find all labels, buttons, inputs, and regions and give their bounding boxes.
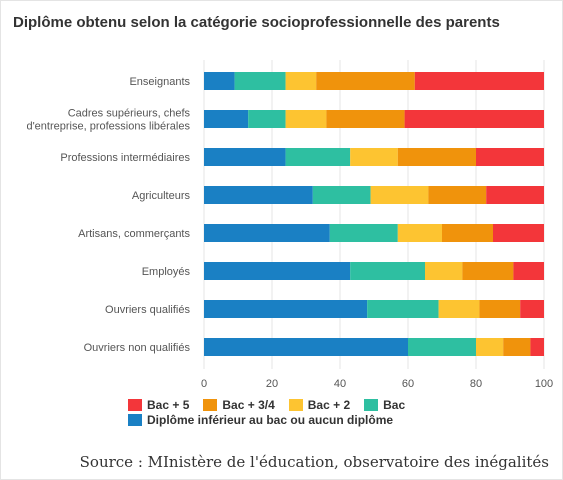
bar-segment-3-3 <box>428 186 487 204</box>
bar-segment-1-3 <box>326 110 405 128</box>
category-label-2: Professions intermédiaires <box>60 152 190 164</box>
bar-segment-7-2 <box>476 338 504 356</box>
bar-segment-1-1 <box>248 110 286 128</box>
bar-segment-1-0 <box>204 110 249 128</box>
legend-item: Bac + 2 <box>288 397 351 412</box>
legend-swatch <box>364 398 379 411</box>
category-label-line: Professions intermédiaires <box>60 152 190 164</box>
bar-segment-3-2 <box>370 186 429 204</box>
x-tick-label-0: 0 <box>201 378 207 390</box>
bar-segment-5-0 <box>204 262 351 280</box>
bar-segment-4-4 <box>493 224 544 242</box>
bar-segment-1-4 <box>404 110 544 128</box>
bar-segment-4-1 <box>329 224 398 242</box>
legend-item: Bac + 3/4 <box>203 397 275 412</box>
bar-segment-2-2 <box>350 148 398 166</box>
x-tick-label-60: 60 <box>402 378 414 390</box>
bar-segment-7-1 <box>408 338 476 356</box>
x-tick-label-80: 80 <box>470 378 482 390</box>
chart-legend: Bac + 5 Bac + 3/4 Bac + 2 Bac Diplôme inféri… <box>128 397 419 427</box>
bar-segment-5-1 <box>350 262 425 280</box>
bar-segment-6-4 <box>520 300 544 318</box>
legend-swatch <box>128 413 142 426</box>
chart-title: Diplôme obtenu selon la catégorie sociop… <box>13 14 500 31</box>
legend-item: Diplôme inférieur au bac ou aucun diplôm… <box>128 413 393 427</box>
category-label-line: Employés <box>142 266 191 278</box>
legend-row: Bac + 5 Bac + 3/4 Bac + 2 Bac <box>128 397 419 412</box>
legend-label: Bac + 3/4 <box>222 397 275 412</box>
legend-item: Bac + 5 <box>128 398 189 412</box>
legend-label: Bac + 2 <box>307 397 351 412</box>
category-label-4: Artisans, commerçants <box>78 228 190 240</box>
category-label-3: Agriculteurs <box>132 190 191 202</box>
bar-segment-7-3 <box>503 338 531 356</box>
x-tick-label-100: 100 <box>535 378 553 390</box>
bar-segment-3-4 <box>486 186 544 204</box>
category-label-6: Ouvriers qualifiés <box>105 304 190 316</box>
bar-segment-4-2 <box>397 224 442 242</box>
bar-segment-6-3 <box>479 300 521 318</box>
bar-segment-7-0 <box>204 338 408 356</box>
bar-segment-2-1 <box>285 148 351 166</box>
category-label-7: Ouvriers non qualifiés <box>84 342 191 354</box>
category-label-line: Agriculteurs <box>132 190 191 202</box>
bar-segment-6-1 <box>367 300 439 318</box>
bar-segment-0-2 <box>285 72 317 90</box>
category-label-line: Ouvriers non qualifiés <box>84 342 191 354</box>
bar-segment-5-3 <box>462 262 514 280</box>
category-label-line: Ouvriers qualifiés <box>105 304 190 316</box>
category-label-line: Enseignants <box>129 76 190 88</box>
legend-swatch <box>203 398 218 411</box>
legend-row: Diplôme inférieur au bac ou aucun diplôm… <box>128 412 419 427</box>
bar-segment-3-0 <box>204 186 313 204</box>
category-label-5: Employés <box>142 266 191 278</box>
source-note: Source : MInistère de l'éducation, obser… <box>79 453 549 471</box>
legend-label: Diplôme inférieur au bac ou aucun diplôm… <box>147 412 394 427</box>
legend-label: Bac + 5 <box>147 397 190 412</box>
bar-segment-2-3 <box>397 148 476 166</box>
bar-segment-5-2 <box>425 262 463 280</box>
bar-segment-4-3 <box>442 224 493 242</box>
bar-segment-0-0 <box>204 72 235 90</box>
category-label-line: d'entreprise, professions libérales <box>26 121 190 133</box>
legend-label: Bac <box>383 397 406 412</box>
bar-segment-4-0 <box>204 224 330 242</box>
category-label-1: Cadres supérieurs, chefs d'entreprise, pr… <box>26 108 190 133</box>
bar-segment-1-2 <box>285 110 327 128</box>
legend-swatch <box>288 398 303 411</box>
bar-segment-0-3 <box>316 72 415 90</box>
bar-segment-0-1 <box>234 72 286 90</box>
category-label-line: Cadres supérieurs, chefs <box>68 108 191 120</box>
bar-segment-5-4 <box>513 262 544 280</box>
legend-swatch <box>128 398 142 411</box>
x-tick-label-20: 20 <box>266 378 278 390</box>
legend-item: Bac <box>364 398 405 412</box>
category-label-line: Artisans, commerçants <box>78 228 190 240</box>
bar-segment-2-4 <box>476 148 544 166</box>
bar-segment-0-4 <box>414 72 544 90</box>
x-tick-label-40: 40 <box>334 378 346 390</box>
bar-segment-7-4 <box>530 338 544 356</box>
bar-segment-2-0 <box>204 148 286 166</box>
bar-segment-6-2 <box>438 300 480 318</box>
bar-segment-6-0 <box>204 300 368 318</box>
bar-segment-3-1 <box>312 186 371 204</box>
category-label-0: Enseignants <box>129 76 190 88</box>
